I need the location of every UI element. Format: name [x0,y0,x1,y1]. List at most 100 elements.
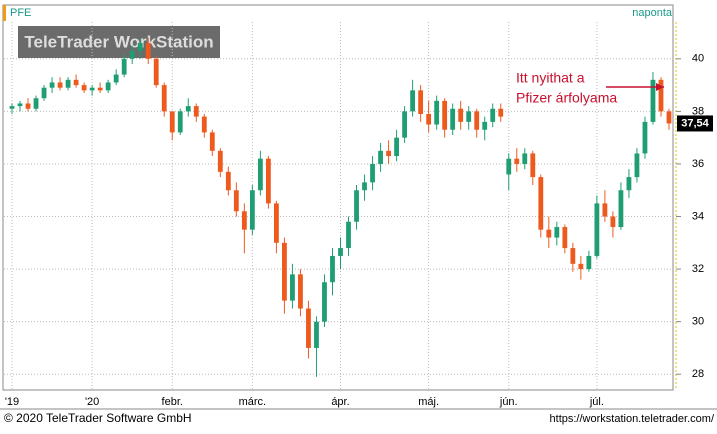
y-tick-label: 36 [692,158,704,170]
period: naponta [632,7,673,19]
candle-body [201,116,207,133]
candle-body [338,248,343,256]
candle-body [217,150,223,172]
last-price: 37,54 [681,117,709,129]
symbol-marker [3,5,6,21]
candle-body [105,82,111,91]
candle-body [257,158,263,191]
candle-body [314,321,319,348]
candle-body [193,106,199,117]
candle-body [177,111,183,133]
annotation: Pfizer árfolyama [516,90,617,106]
candle-body [153,58,159,86]
candle-body [562,227,568,249]
candle-body [121,58,127,75]
y-tick-label: 40 [692,53,704,65]
url: https://workstation.teletrader.com/ [550,413,715,425]
x-tick-label: '19 [5,396,19,408]
candle-body [610,216,616,228]
candle-body [57,82,63,88]
candle-body [498,108,504,117]
candle-body [666,111,672,124]
y-tick-label: 32 [692,263,704,275]
candle-body [410,90,416,112]
candle-body [626,177,632,191]
x-tick-label: ápr. [331,396,349,408]
candle-body [169,111,175,133]
candle-body [49,82,55,88]
candle-body [522,153,528,164]
candle-body [145,43,151,59]
copyright: © 2020 TeleTrader Software GmbH [4,411,192,425]
y-tick-label: 38 [692,105,704,117]
candle-body [426,114,432,125]
candle-body [634,153,640,178]
candle-body [41,87,47,99]
watermark: TeleTrader WorkStation [24,32,213,51]
candle-body [578,263,584,270]
candle-body [450,108,456,130]
candle-body [354,190,359,222]
candle-body [25,103,31,109]
candle-body [602,203,608,217]
plot [4,22,673,390]
candle-body [442,100,448,130]
candle-body [554,227,560,238]
candle-body [570,248,576,264]
candle-body [274,203,279,243]
candle-body [466,111,472,122]
candle-body [594,203,600,256]
candle-body [137,43,143,51]
candle-body [370,163,375,183]
candle-body [434,100,440,125]
candle-body [209,132,215,151]
candle-body [282,242,287,301]
candle-body [73,79,79,86]
candle-body [546,229,552,238]
x-tick-label: '20 [85,396,99,408]
x-tick-label: máj. [418,396,439,408]
candle-body [161,85,167,112]
candle-body [402,111,407,138]
candle-body [9,106,15,109]
candle-body [81,85,87,91]
candle-body [33,98,39,109]
candle-body [362,182,367,191]
candle-body [129,50,135,59]
y-tick-label: 34 [692,210,704,222]
candle-body [298,274,303,309]
candle-body [474,111,480,130]
candle-body [658,79,664,112]
x-tick-label: jún. [499,396,518,408]
candle-body [506,158,512,175]
candle-body [330,255,335,283]
candle-body [89,87,95,91]
candle-body [225,171,231,191]
candle-body [322,282,327,322]
candle-body [394,137,399,157]
annotation: Itt nyithat a [516,70,585,86]
candle-body [530,153,536,178]
candle-body [458,108,464,122]
candle-body [618,190,624,228]
candle-body [650,79,656,122]
candle-body [586,255,592,270]
x-tick-label: márc. [239,396,267,408]
candle-body [386,150,391,157]
candle-body [290,274,295,301]
plot-frame [2,4,674,391]
last-price-box [677,115,713,132]
candle-body [642,121,648,154]
candle-body [113,74,119,83]
y-tick-label: 28 [692,368,704,380]
y-tick-label: 30 [692,316,704,328]
candle-body [514,158,520,164]
watermark-box [18,26,220,58]
candle-body [538,177,544,230]
candle-body [306,308,311,348]
candle-body [233,190,239,212]
candle-body [346,221,351,249]
candle-body [378,150,383,164]
symbol: PFE [10,7,31,19]
